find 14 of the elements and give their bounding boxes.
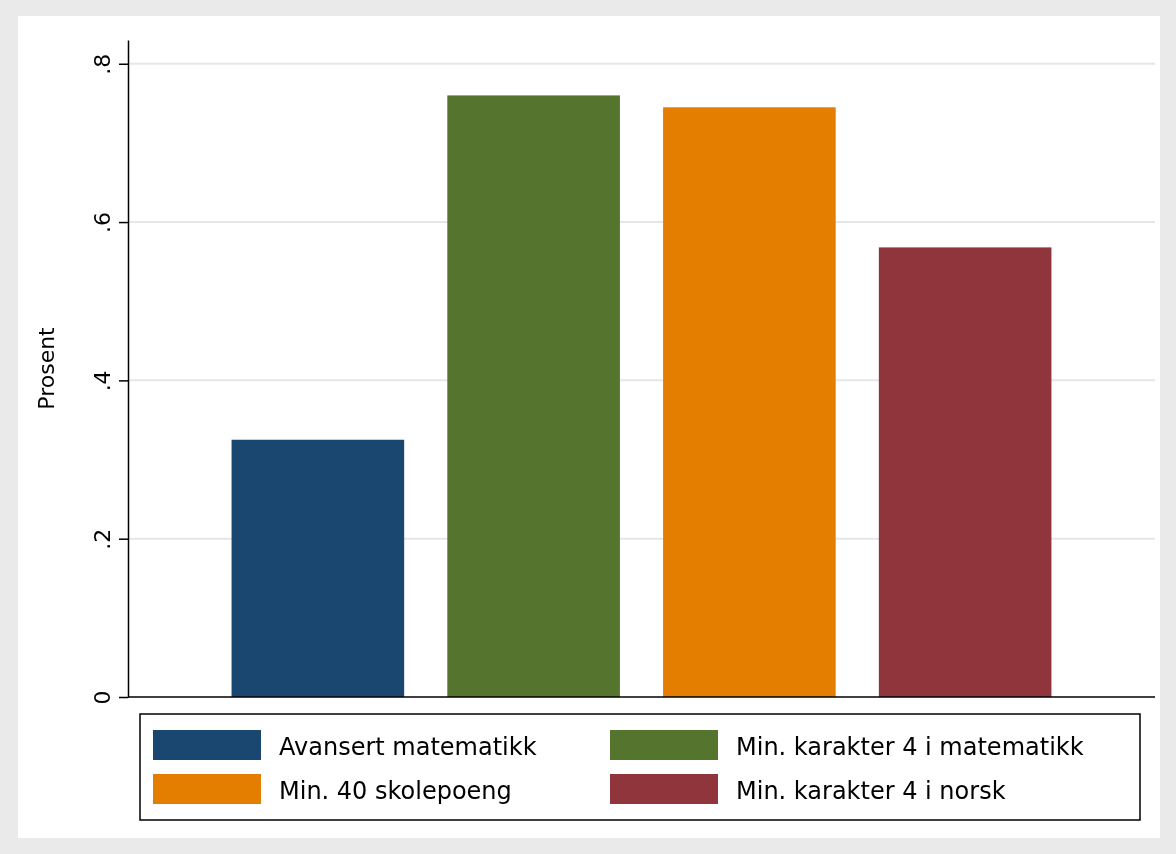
y-tick-label: 0: [89, 690, 115, 705]
bar: [878, 247, 1052, 697]
legend-label: Min. 40 skolepoeng: [279, 777, 512, 805]
y-tick-label: .6: [89, 212, 115, 234]
y-axis-title: Prosent: [34, 326, 59, 410]
y-tick-label: .8: [89, 53, 115, 75]
bar: [663, 107, 836, 697]
bar: [231, 439, 405, 697]
y-tick-label: .2: [89, 528, 115, 550]
legend-label: Min. karakter 4 i matematikk: [736, 733, 1084, 761]
legend-label: Avansert matematikk: [279, 733, 537, 761]
legend-label: Min. karakter 4 i norsk: [736, 777, 1006, 805]
y-tick-label: .4: [89, 370, 115, 392]
bar: [447, 95, 620, 697]
